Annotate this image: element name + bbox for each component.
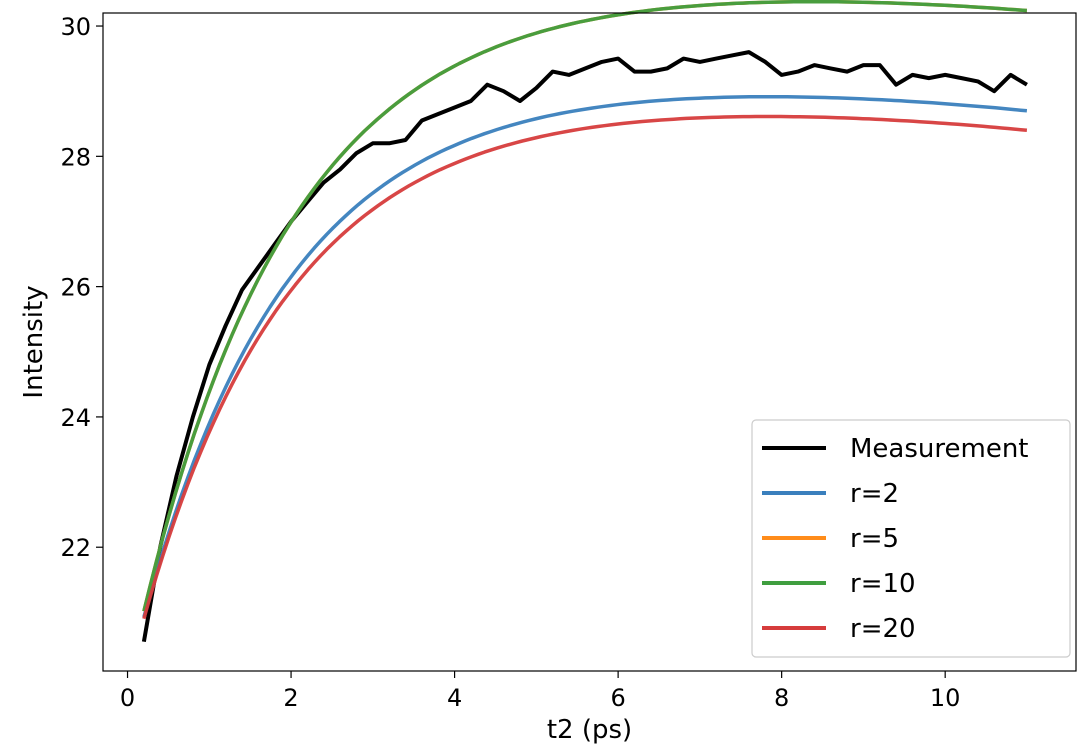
legend: Measurement r=2 r=5 r=10 r=20 (751, 419, 1071, 658)
x-tick-label: 8 (774, 684, 789, 712)
y-tick-label: 28 (60, 143, 91, 171)
x-axis-label: t2 (ps) (547, 715, 632, 745)
x-tick-label: 6 (610, 684, 625, 712)
legend-label: r=10 (850, 569, 916, 599)
x-tick-label: 4 (447, 684, 462, 712)
x-tick-label: 0 (120, 684, 135, 712)
series-layer (141, 0, 1028, 643)
y-axis-label: Intensity (19, 285, 49, 398)
series-line-fit (142, 0, 1028, 612)
legend-label: r=20 (850, 614, 916, 644)
legend-label: r=5 (850, 524, 899, 554)
y-axis: 22 24 26 28 30 (60, 13, 103, 562)
y-tick-label: 22 (60, 534, 91, 562)
x-axis: 0 2 4 6 8 10 (120, 671, 961, 712)
series-line-fit (142, 94, 1028, 618)
y-tick-label: 26 (60, 274, 91, 302)
y-tick-label: 24 (60, 404, 91, 432)
legend-box (751, 419, 1071, 658)
y-tick-label: 30 (60, 13, 91, 41)
plot-frame (102, 12, 1077, 672)
legend-label: Measurement (850, 434, 1029, 464)
x-tick-label: 2 (283, 684, 298, 712)
x-tick-label: 10 (930, 684, 961, 712)
series-line-fit (142, 114, 1028, 620)
legend-label: r=2 (850, 479, 899, 509)
